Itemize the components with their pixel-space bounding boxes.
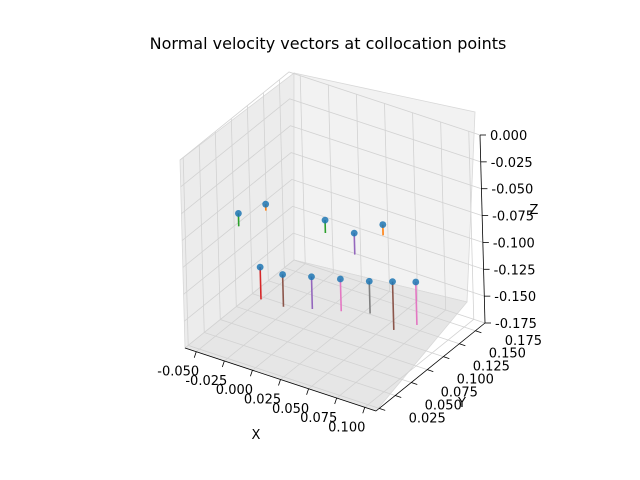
x-axis-label: X	[252, 428, 261, 443]
z-tick-label: -0.075	[492, 210, 534, 225]
collocation-point	[279, 271, 287, 278]
velocity-vector	[368, 281, 371, 314]
collocation-point	[365, 277, 373, 285]
velocity-vector	[414, 281, 418, 325]
y-tick	[443, 356, 450, 360]
z-tick-label: -0.125	[494, 263, 536, 278]
collocation-point	[262, 200, 270, 208]
x-tick-label: 0.100	[328, 420, 365, 435]
y-axis-line	[375, 322, 486, 412]
collocation-point	[321, 216, 329, 224]
velocity-vector	[310, 276, 314, 310]
y-axis-label: Y	[457, 396, 466, 411]
x-tick	[250, 370, 253, 377]
y-tick-label: 0.150	[489, 347, 526, 362]
y-tick	[427, 369, 434, 372]
velocity-vector	[281, 274, 285, 307]
z-tick-label: -0.025	[491, 156, 533, 171]
grid-lines	[179, 71, 486, 409]
x-tick-label: 0.000	[216, 383, 253, 398]
y-tick-label: 0.125	[473, 360, 510, 375]
z-grid-line	[179, 71, 481, 161]
y-tick	[395, 395, 402, 398]
collocation-point	[235, 210, 242, 217]
z-grid-line	[181, 125, 482, 215]
axis-panes	[179, 72, 476, 412]
z-axis-label: Z	[530, 203, 539, 218]
y-tick-label: 0.050	[425, 398, 462, 413]
x-tick-label: -0.050	[157, 365, 199, 380]
x-tick	[221, 360, 225, 368]
z-grid-line	[184, 259, 486, 349]
x-tick	[278, 379, 281, 386]
y-tick	[459, 343, 466, 347]
collocation-points	[235, 200, 420, 286]
y-tick-label: 0.175	[505, 334, 542, 349]
velocity-vector	[353, 233, 356, 255]
z-grid-line	[184, 232, 485, 322]
y-tick	[411, 382, 418, 385]
y-tick-label: 0.075	[441, 386, 478, 401]
y-tick	[475, 330, 482, 334]
velocity-vectors	[237, 204, 418, 330]
chart-title: Normal velocity vectors at collocation p…	[150, 34, 507, 53]
y-tick	[379, 408, 386, 411]
z-tick-label: -0.175	[495, 317, 537, 332]
velocity-vector	[259, 267, 262, 300]
z-tick-label: -0.150	[494, 290, 536, 305]
x-tick-label: 0.050	[272, 402, 309, 417]
x-tick	[362, 407, 366, 414]
y-tick-label: 0.100	[457, 373, 494, 388]
collocation-point	[379, 221, 387, 228]
collocation-point	[350, 229, 358, 237]
z-grid-line	[183, 205, 484, 295]
collocation-point	[389, 278, 396, 286]
x-tick-label: 0.025	[244, 393, 281, 408]
z-axis-line	[479, 134, 486, 324]
z-tick-label: -0.100	[493, 236, 535, 251]
x-tick	[193, 351, 197, 358]
collocation-point	[412, 278, 420, 286]
tick-marks: -0.050-0.0250.0000.0250.0500.0750.1000.0…	[157, 129, 542, 435]
velocity-vector	[339, 278, 343, 312]
z-grid-line	[181, 152, 483, 241]
z-tick-label: 0.000	[490, 129, 527, 144]
collocation-point	[336, 275, 344, 283]
collocation-point	[308, 273, 315, 281]
z-grid-line	[182, 178, 483, 268]
collocation-point	[256, 263, 264, 271]
x-tick-label: 0.075	[300, 411, 337, 426]
z-tick-label: -0.050	[491, 183, 533, 198]
y-tick-label: 0.025	[409, 411, 446, 426]
x-tick	[334, 397, 338, 405]
velocity-vector	[391, 281, 395, 330]
z-grid-line	[180, 98, 481, 188]
x-tick	[306, 388, 309, 395]
x-tick-label: -0.025	[185, 374, 227, 389]
